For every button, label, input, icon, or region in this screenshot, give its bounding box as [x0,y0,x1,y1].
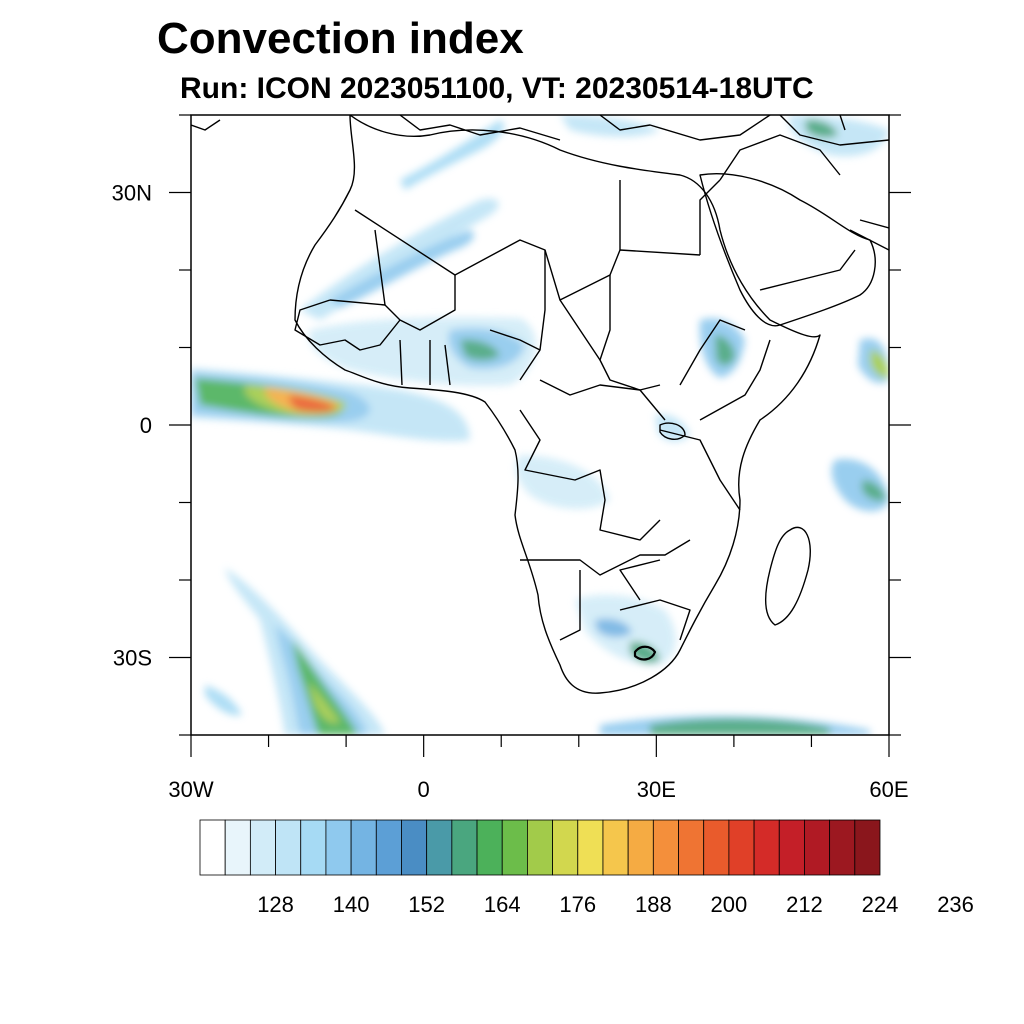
colorbar-label: 200 [711,892,748,917]
colorbar-swatch [829,819,856,876]
colorbar-swatch [325,819,352,876]
lon-tick-label: 30E [637,777,676,802]
colorbar: 128 140 152 164 176 188 200 212 224 236 [199,819,974,917]
lat-tick-label: 30S [113,646,152,671]
colorbar-label: 152 [408,892,445,917]
colorbar-swatch [778,819,805,876]
colorbar-swatch [350,819,377,876]
colorbar-swatch [275,819,302,876]
colorbar-swatch [602,819,629,876]
colorbar-label: 176 [559,892,596,917]
colorbar-swatch [501,819,528,876]
colorbar-swatch [426,819,453,876]
colorbar-swatch [249,819,276,876]
lat-tick-label: 0 [140,413,152,438]
colorbar-swatch [199,819,226,876]
colorbar-swatch [476,819,503,876]
colorbar-swatch [854,819,881,876]
colorbar-swatch [300,819,327,876]
country-borders [191,115,889,694]
map-subtitle: Run: ICON 2023051100, VT: 20230514-18UTC [180,72,814,105]
colorbar-label: 128 [257,892,294,917]
colorbar-swatch [375,819,402,876]
colorbar-label: 236 [937,892,974,917]
lon-tick-label: 30W [168,777,213,802]
map-title: Convection index [157,14,524,63]
lat-tick-label: 30N [112,181,152,206]
lon-tick-label: 60E [869,777,908,802]
colorbar-swatch [527,819,553,876]
colorbar-swatch [451,819,478,876]
colorbar-swatch [728,819,755,876]
colorbar-swatch [678,819,705,876]
colorbar-swatch [703,819,730,876]
convection-field [191,115,889,735]
colorbar-label: 212 [786,892,823,917]
colorbar-label: 188 [635,892,672,917]
axes: 30W 0 30E 60E 30N 0 30S [112,114,911,802]
colorbar-swatch [753,819,780,876]
colorbar-swatch [224,819,251,876]
colorbar-swatch [627,819,654,876]
colorbar-swatch [577,819,604,876]
colorbar-swatch [652,819,679,876]
lon-tick-label: 0 [418,777,430,802]
colorbar-swatch [401,819,428,876]
colorbar-swatch [804,819,831,876]
colorbar-swatch [552,819,579,876]
colorbar-label: 164 [484,892,521,917]
colorbar-label: 224 [862,892,899,917]
colorbar-label: 140 [333,892,370,917]
